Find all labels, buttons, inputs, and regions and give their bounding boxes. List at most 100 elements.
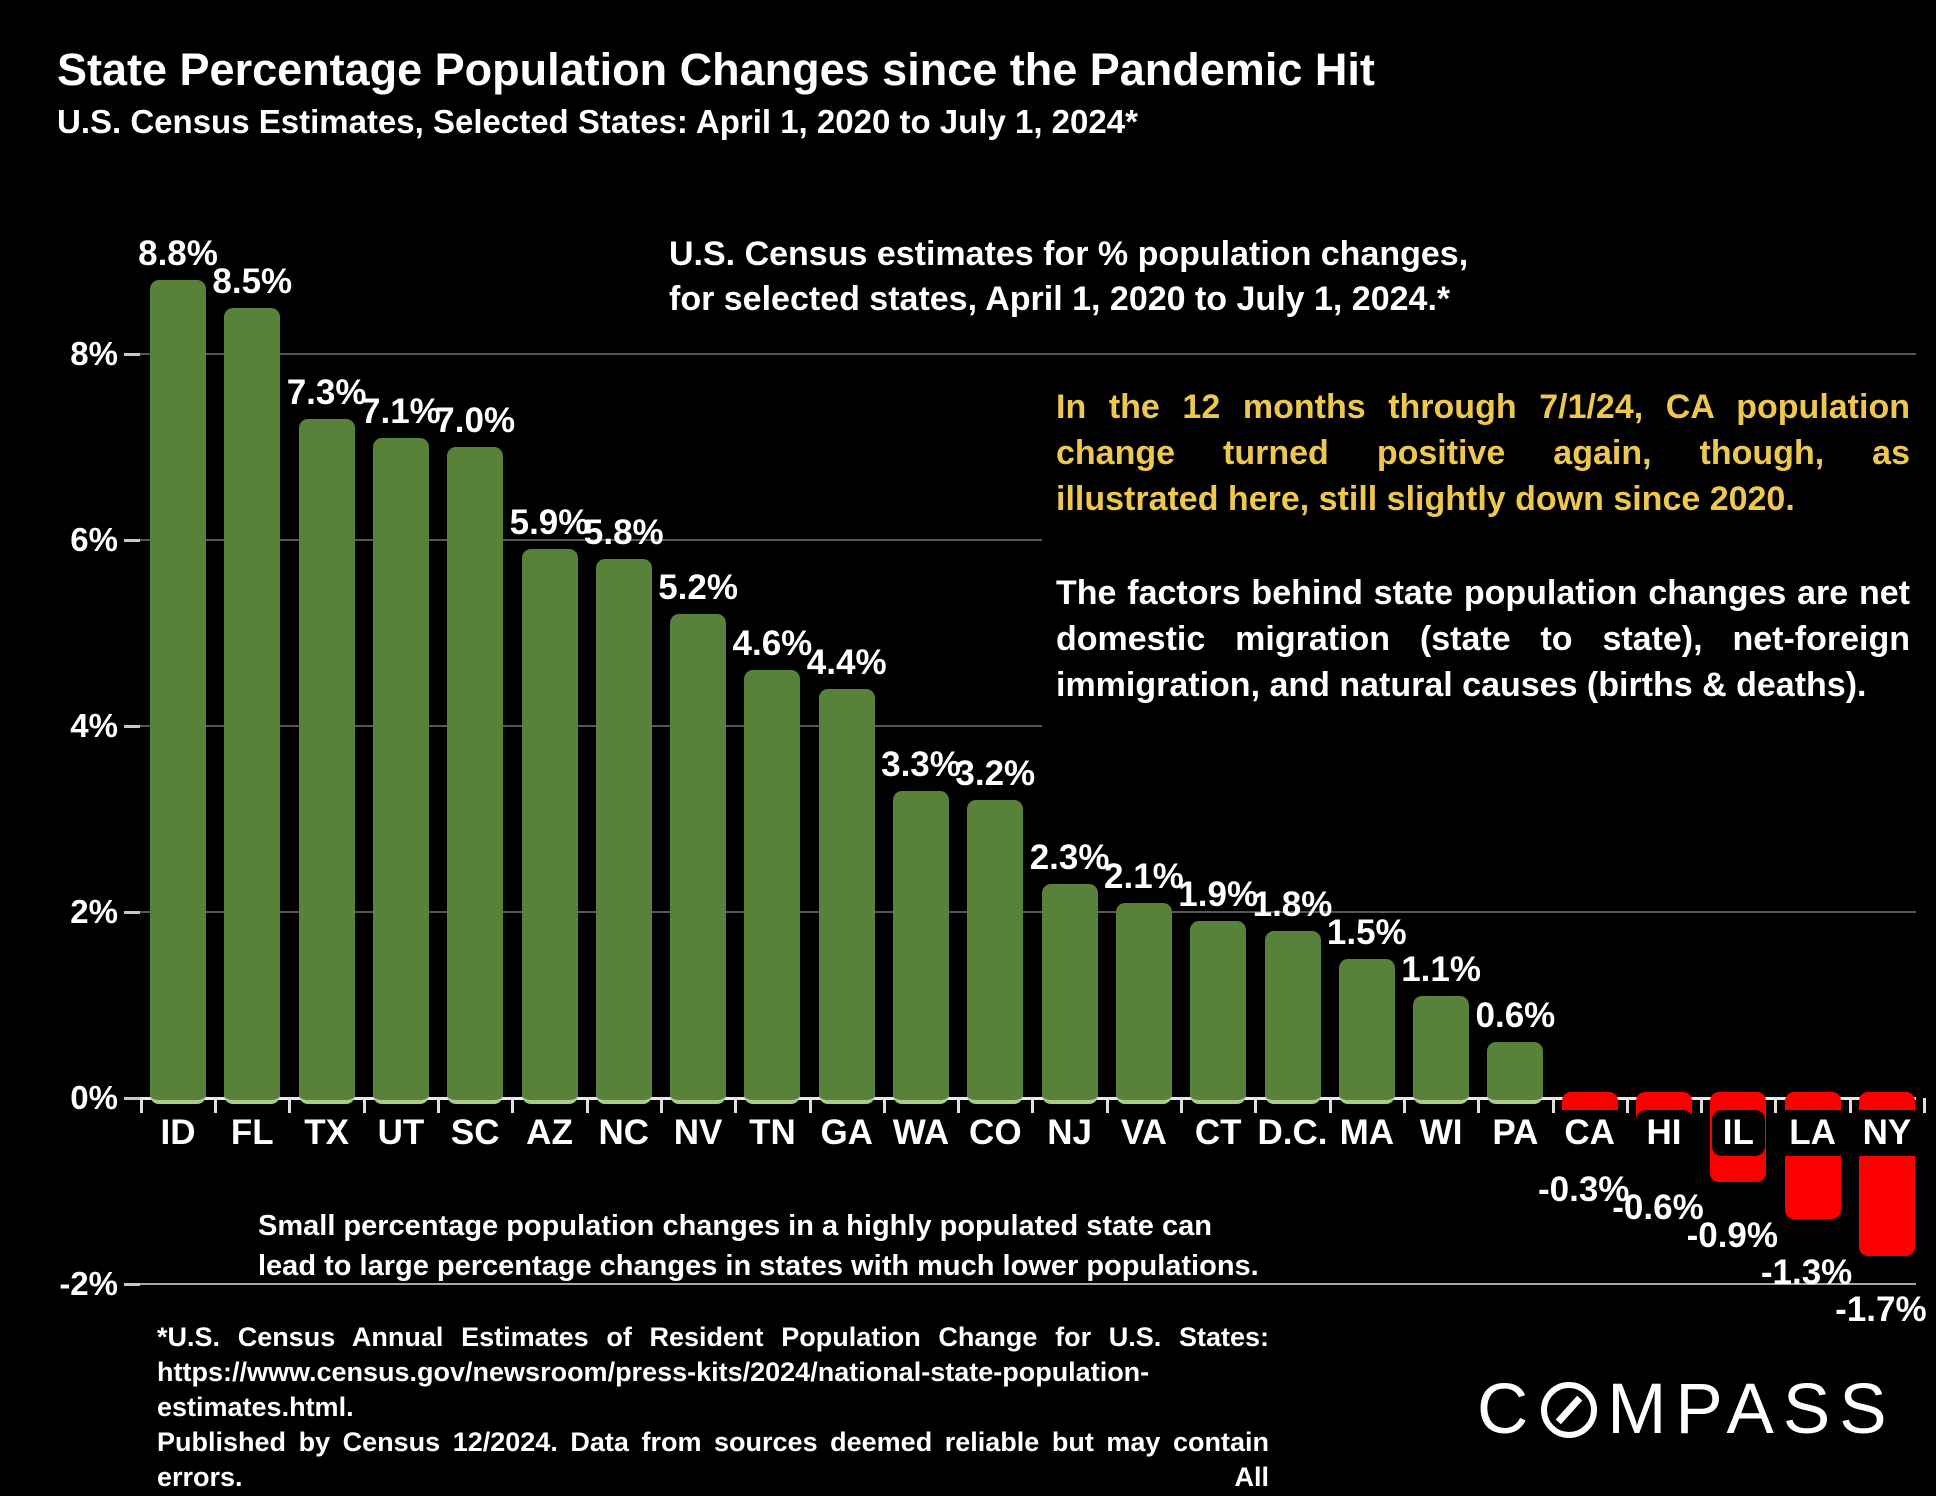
- x-axis-tick: [734, 1098, 738, 1113]
- x-axis-label-tx: TX: [304, 1113, 349, 1152]
- bar-sc: [447, 447, 504, 1104]
- compass-logo-c: C: [1477, 1370, 1538, 1449]
- x-axis-label-pa: PA: [1492, 1113, 1539, 1152]
- x-axis-tick: [1625, 1098, 1629, 1113]
- annotation-line: lead to large percentage changes in stat…: [258, 1250, 1259, 1282]
- x-axis-label-co: CO: [969, 1113, 1022, 1152]
- bar-value-label-tn: 4.6%: [732, 624, 813, 664]
- annotation-ca-highlight: In the 12 months through 7/1/24, CA popu…: [1042, 374, 1924, 556]
- bar-ct: [1190, 921, 1247, 1104]
- x-axis-label-ny: NY: [1827, 1110, 1936, 1156]
- bar-tx: [298, 419, 355, 1104]
- annotation-line: change turned positive again, though, as: [1056, 434, 1910, 472]
- x-axis-tick: [437, 1098, 441, 1113]
- x-axis-label-id: ID: [160, 1113, 196, 1152]
- y-axis-label-8: 8%: [70, 335, 118, 372]
- gridline-2: [140, 911, 1916, 913]
- page-title: State Percentage Population Changes sinc…: [57, 44, 1375, 95]
- y-axis-label-2: -2%: [59, 1265, 118, 1302]
- bar-co: [967, 800, 1024, 1104]
- x-axis-label-ca: CA: [1530, 1110, 1650, 1156]
- x-axis-tick: [1254, 1098, 1258, 1113]
- x-axis-label-wi: WI: [1419, 1113, 1463, 1152]
- compass-logo-mpass: MPASS: [1607, 1370, 1896, 1449]
- x-axis-label-wa: WA: [892, 1113, 950, 1152]
- x-axis-tick: [362, 1098, 366, 1113]
- bar-fl: [224, 307, 281, 1104]
- bar-value-label-sc: 7.0%: [435, 401, 516, 440]
- annotation-line: U.S. Census estimates for % population c…: [669, 235, 1469, 273]
- x-axis-tick: [808, 1098, 812, 1113]
- bar-value-label-dc: 1.8%: [1252, 884, 1333, 924]
- bar-value-label-ny: -1.7%: [1835, 1290, 1927, 1330]
- bar-wa: [893, 791, 949, 1104]
- bar-value-label-pa: 0.6%: [1475, 996, 1556, 1036]
- source-footnote: *U.S. Census Annual Estimates of Residen…: [157, 1320, 1269, 1496]
- x-axis-tick: [511, 1098, 515, 1113]
- bar-ma: [1338, 958, 1395, 1104]
- bar-az: [521, 549, 578, 1104]
- bar-nc: [595, 558, 652, 1104]
- x-axis-label-la: LA: [1753, 1110, 1873, 1156]
- x-axis-tick: [1328, 1098, 1332, 1113]
- compass-needle-o-icon: [1541, 1382, 1598, 1438]
- y-axis-tick-2: [124, 1283, 140, 1286]
- x-axis-label-fl: FL: [230, 1113, 274, 1152]
- bar-va: [1115, 902, 1172, 1104]
- footnote-line: https://www.census.gov/newsroom/press-ki…: [157, 1357, 1150, 1422]
- x-axis-tick: [957, 1098, 961, 1113]
- annotation-scale-note: Small percentage population changes in a…: [258, 1206, 1259, 1286]
- x-axis-tick: [1774, 1098, 1778, 1113]
- bar-nj: [1041, 884, 1098, 1104]
- x-axis-tick: [659, 1098, 663, 1113]
- x-axis-label-nc: NC: [598, 1113, 650, 1152]
- bar-dc: [1264, 930, 1321, 1104]
- bar-value-label-il: -0.9%: [1686, 1215, 1779, 1255]
- bar-pa: [1487, 1042, 1544, 1104]
- y-axis-label-2: 2%: [70, 893, 118, 930]
- x-axis-tick: [288, 1098, 292, 1113]
- x-axis-label-sc: SC: [450, 1113, 500, 1152]
- y-axis-tick-0: [124, 1097, 140, 1100]
- bar-value-label-ca: -0.3%: [1537, 1170, 1630, 1209]
- annotation-line: Small percentage population changes in a…: [258, 1210, 1212, 1242]
- x-axis-label-ct: CT: [1194, 1113, 1242, 1152]
- y-axis-tick-4: [124, 725, 140, 728]
- x-axis-label-dc: D.C.: [1257, 1113, 1328, 1152]
- bar-tn: [744, 670, 801, 1104]
- annotation-line: The factors behind state population chan…: [1056, 574, 1910, 612]
- bar-value-label-nc: 5.8%: [583, 512, 664, 552]
- y-axis-label-0: 0%: [70, 1079, 118, 1116]
- bar-value-label-hi: -0.6%: [1612, 1187, 1704, 1227]
- x-axis-label-nj: NJ: [1047, 1113, 1092, 1152]
- bar-value-label-co: 3.2%: [955, 754, 1036, 794]
- x-axis-tick: [1105, 1098, 1109, 1113]
- x-axis-label-ga: GA: [820, 1113, 873, 1152]
- bar-value-label-va: 2.1%: [1104, 856, 1184, 896]
- y-axis-tick-6: [124, 539, 140, 542]
- annotation-line: immigration, and natural causes (births …: [1056, 666, 1867, 704]
- annotation-factors: The factors behind state population chan…: [1042, 560, 1924, 734]
- x-axis-label-az: AZ: [526, 1113, 573, 1152]
- x-axis-tick: [882, 1098, 886, 1113]
- x-axis-label-il: IL: [1678, 1110, 1798, 1156]
- compass-logo: C MPASS: [1477, 1370, 1896, 1449]
- x-axis-label-tn: TN: [749, 1113, 796, 1152]
- bar-value-label-az: 5.9%: [509, 503, 590, 543]
- bar-value-label-nv: 5.2%: [658, 568, 738, 608]
- x-axis-tick: [1031, 1098, 1035, 1113]
- gridline-2: [140, 1283, 1916, 1285]
- bar-value-label-ma: 1.5%: [1326, 912, 1407, 952]
- annotation-census-note: U.S. Census estimates for % population c…: [669, 232, 1468, 322]
- bar-value-label-ga: 4.4%: [806, 642, 887, 682]
- x-axis-tick: [1700, 1098, 1704, 1113]
- y-axis-label-4: 4%: [70, 707, 118, 744]
- x-axis-label-nv: NV: [673, 1113, 723, 1152]
- annotation-line: for selected states, April 1, 2020 to Ju…: [669, 280, 1451, 318]
- x-axis-label-ut: UT: [377, 1113, 425, 1152]
- bar-nv: [670, 614, 727, 1104]
- gridline-4: [140, 725, 1916, 727]
- gridline-0: [140, 1097, 1916, 1100]
